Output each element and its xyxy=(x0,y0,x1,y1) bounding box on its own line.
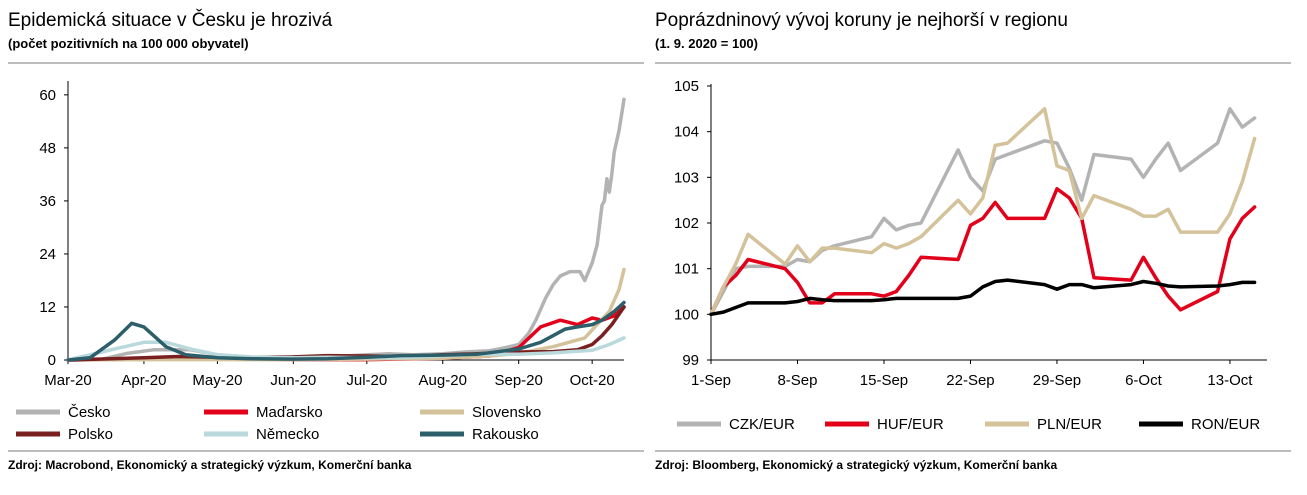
y-tick-label: 100 xyxy=(674,306,699,323)
x-tick-label: May-20 xyxy=(192,372,242,389)
y-tick-label: 60 xyxy=(39,87,56,104)
series-line xyxy=(66,300,626,362)
x-tick-label: Apr-20 xyxy=(121,372,166,389)
legend-label: Německo xyxy=(256,426,319,443)
x-tick-label: 13-Oct xyxy=(1207,372,1253,389)
panel-currency: Poprázdninový vývoj koruny je nejhorší v… xyxy=(655,0,1295,495)
divider-bottom xyxy=(655,450,1291,452)
series-line xyxy=(66,267,626,362)
y-tick-label: 105 xyxy=(674,78,699,95)
legend-label: PLN/EUR xyxy=(1037,416,1102,433)
x-tick-label: 22-Sep xyxy=(946,372,994,389)
chart-title: Epidemická situace v Česku je hrozivá xyxy=(8,10,333,31)
covid-line-chart: 0 12 24 36 48 60 Mar-20 Apr-20 May-20 Jun-20 Jul-2… xyxy=(16,81,626,443)
source-note: Zdroj: Bloomberg, Ekonomický a strategic… xyxy=(655,458,1058,472)
x-tick-label: Mar-20 xyxy=(44,372,92,389)
series-line xyxy=(709,187,1257,317)
series-line xyxy=(709,278,1257,317)
x-tick-label: Sep-20 xyxy=(494,372,542,389)
series-line xyxy=(66,97,626,362)
x-tick-label: Jul-20 xyxy=(346,372,387,389)
legend-label: Polsko xyxy=(68,426,113,443)
x-tick-label: 15-Sep xyxy=(860,372,908,389)
y-tick-label: 103 xyxy=(674,169,699,186)
source-note: Zdroj: Macrobond, Ekonomický a strategic… xyxy=(8,458,412,472)
x-tick-label: 1-Sep xyxy=(691,372,731,389)
divider-top xyxy=(8,62,644,64)
legend-label: RON/EUR xyxy=(1191,416,1260,433)
x-tick-label: 8-Sep xyxy=(777,372,817,389)
legend-label: Maďarsko xyxy=(256,404,323,421)
legend-label: Slovensko xyxy=(472,404,541,421)
y-tick-label: 104 xyxy=(674,124,699,141)
y-tick-label: 102 xyxy=(674,215,699,232)
series-line xyxy=(709,107,1257,317)
x-tick-label: 29-Sep xyxy=(1033,372,1081,389)
chart-title: Poprázdninový vývoj koruny je nejhorší v… xyxy=(655,10,1068,31)
chart-subtitle: (počet pozitivních na 100 000 obyvatel) xyxy=(8,36,249,51)
x-tick-label: Jun-20 xyxy=(270,372,316,389)
divider-bottom xyxy=(8,450,644,452)
y-tick-label: 48 xyxy=(39,140,56,157)
chart-subtitle: (1. 9. 2020 = 100) xyxy=(655,36,758,51)
legend-label: CZK/EUR xyxy=(729,416,795,433)
x-tick-label: Oct-20 xyxy=(570,372,615,389)
y-tick-label: 0 xyxy=(48,352,56,369)
series-line xyxy=(709,107,1257,317)
legend-label: Rakousko xyxy=(472,426,539,443)
y-tick-label: 36 xyxy=(39,193,56,210)
legend-label: Česko xyxy=(68,404,111,421)
y-tick-label: 101 xyxy=(674,261,699,278)
x-tick-label: 6-Oct xyxy=(1125,372,1163,389)
currency-line-chart: 99 100 101 102 103 104 105 1-Sep 8-Sep 15-Sep 22-S… xyxy=(674,78,1267,433)
panel-covid: Epidemická situace v Česku je hrozivá (p… xyxy=(8,0,648,495)
y-tick-label: 12 xyxy=(39,299,56,316)
divider-top xyxy=(655,62,1291,64)
x-tick-label: Aug-20 xyxy=(419,372,467,389)
y-tick-label: 24 xyxy=(39,246,56,263)
y-tick-label: 99 xyxy=(682,352,699,369)
legend-label: HUF/EUR xyxy=(877,416,944,433)
